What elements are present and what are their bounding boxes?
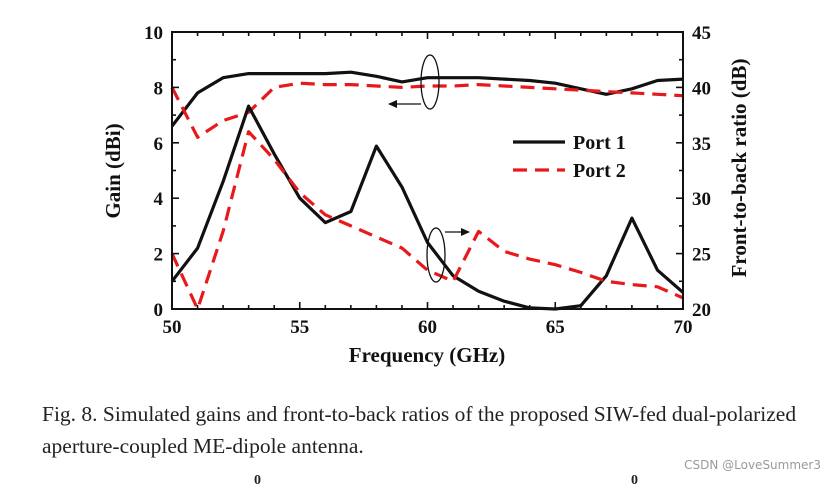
y-right-tick-label: 35 xyxy=(692,134,711,155)
tick-layer: 50 55 60 65 70 0 2 4 6 8 10 20 25 30 35 40 45 xyxy=(144,23,711,338)
y-right-tick-label: 20 xyxy=(692,300,711,321)
gain-ftbr-chart: 50 55 60 65 70 0 2 4 6 8 10 20 25 30 35 40 45 Frequency … xyxy=(101,23,751,367)
series-port-2-right xyxy=(170,130,684,311)
legend-label-port-2: Port 2 xyxy=(573,160,626,182)
y-left-tick-label: 10 xyxy=(144,23,163,44)
gain-curves-ellipse xyxy=(420,54,440,110)
y-left-tick-label: 0 xyxy=(154,300,164,321)
y-right-tick-label: 30 xyxy=(692,189,711,210)
y-right-tick-label: 40 xyxy=(692,78,711,99)
legend-label-port-1: Port 1 xyxy=(573,132,626,154)
y-right-tick-label: 45 xyxy=(692,23,711,44)
x-tick-label: 55 xyxy=(290,317,309,338)
series-port-1-left xyxy=(170,70,684,128)
csdn-watermark: CSDN @LoveSummer3 xyxy=(684,458,821,472)
y-axis-title-right: Front-to-back ratio (dB) xyxy=(727,59,751,278)
y-left-tick-label: 8 xyxy=(154,78,164,99)
x-tick-label: 50 xyxy=(163,317,182,338)
cropped-tick-left: 0 xyxy=(254,473,261,488)
cropped-tick-right: 0 xyxy=(631,473,638,488)
figure-caption: Fig. 8. Simulated gains and front-to-bac… xyxy=(42,402,797,458)
y-axis-title-left: Gain (dBi) xyxy=(101,123,125,218)
y-right-tick-label: 25 xyxy=(692,245,711,266)
x-tick-label: 70 xyxy=(674,317,693,338)
legend: Port 1 Port 2 xyxy=(513,132,626,182)
ftbr-curves-ellipse xyxy=(426,227,446,283)
y-left-tick-label: 2 xyxy=(154,245,164,266)
series-port-2-left xyxy=(170,81,684,139)
x-tick-label: 60 xyxy=(418,317,437,338)
x-axis-title: Frequency (GHz) xyxy=(349,343,506,367)
x-tick-label: 65 xyxy=(546,317,565,338)
y-left-tick-label: 4 xyxy=(154,189,164,210)
y-left-tick-label: 6 xyxy=(154,134,164,155)
